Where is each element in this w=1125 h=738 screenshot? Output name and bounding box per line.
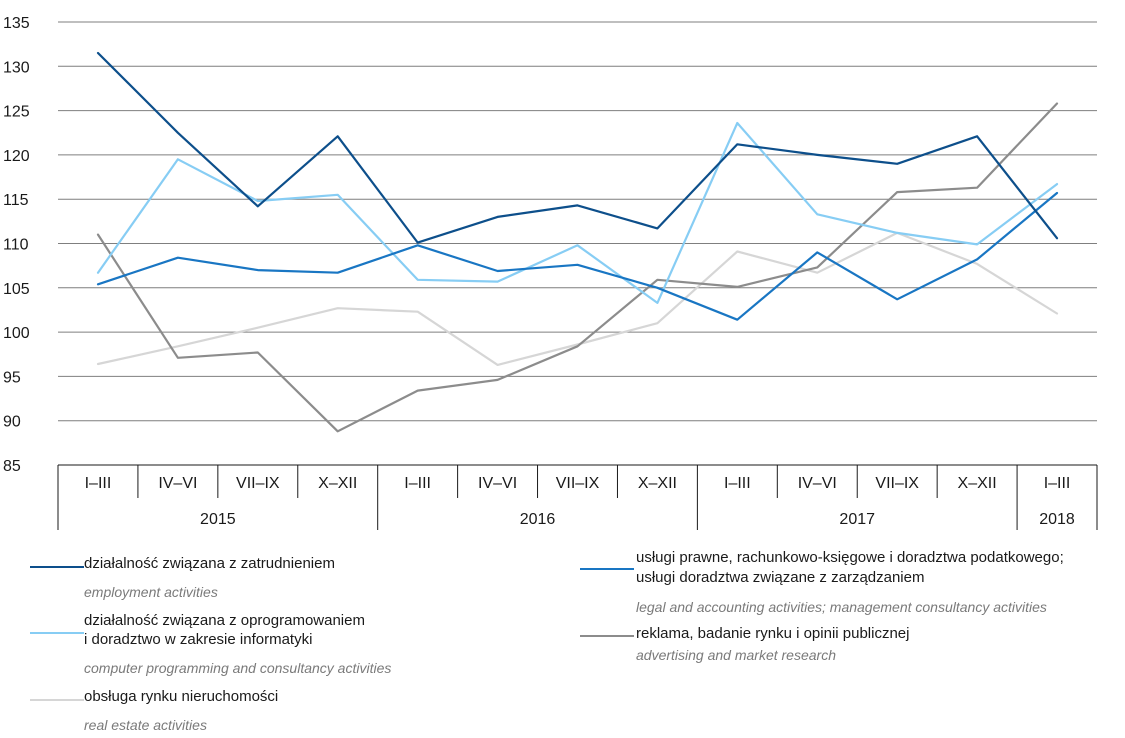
y-tick-label-85: 85 [3, 458, 21, 475]
legend-label-computer-line2: i doradztwo w zakresie informatyki [84, 631, 313, 648]
y-tick-label-110: 110 [3, 237, 29, 254]
y-axis: 85 90 95 100 105 110 115 120 125 130 135 [3, 15, 30, 475]
x-tick-label: I–III [85, 475, 112, 492]
legend-label-computer-en: computer programming and consultancy act… [84, 660, 392, 676]
legend-label-legal-line2: usługi doradztwa związane z zarządzaniem [636, 569, 925, 586]
year-label-2015: 2015 [200, 511, 236, 528]
series-line-computer [96, 121, 1059, 304]
y-tick-label-90: 90 [3, 414, 21, 431]
x-tick-label: I–III [724, 475, 751, 492]
legend-swatch-employment [30, 566, 84, 568]
legend-label-legal-en: legal and accounting activities; managem… [636, 599, 1047, 615]
legend-swatch-realestate [30, 699, 84, 701]
x-tick-label: VII–IX [875, 475, 919, 492]
x-tick-label: VII–IX [556, 475, 600, 492]
series-line-advertising [96, 102, 1059, 433]
x-tick-label: I–III [1044, 475, 1071, 492]
y-tick-label-95: 95 [3, 369, 21, 386]
x-tick-label: IV–VI [478, 475, 517, 492]
x-tick-label: IV–VI [158, 475, 197, 492]
x-tick-label: X–XII [638, 475, 677, 492]
series-line-employment [96, 51, 1059, 244]
legend-swatch-legal [580, 568, 634, 570]
legend-label-realestate: obsługa rynku nieruchomości [84, 688, 279, 705]
legend-label-advertising: reklama, badanie rynku i opinii publiczn… [636, 625, 910, 642]
x-axis: I–III IV–VI VII–IX X–XII I–III IV–VI VII–IX X–X… [57, 464, 1098, 530]
y-tick-label-120: 120 [3, 148, 30, 165]
x-tick-label: X–XII [318, 475, 357, 492]
legend-label-employment: działalność związana z zatrudnieniem [84, 555, 335, 572]
year-label-2017: 2017 [839, 511, 875, 528]
legend-swatch-computer [30, 632, 84, 634]
legend-label-realestate-en: real estate activities [84, 717, 207, 733]
gridlines [58, 21, 1097, 466]
y-tick-label-130: 130 [3, 59, 30, 76]
year-label-2018: 2018 [1039, 511, 1075, 528]
y-tick-label-100: 100 [3, 325, 30, 342]
y-tick-label-135: 135 [3, 15, 30, 32]
series-lines [96, 51, 1059, 433]
year-label-2016: 2016 [520, 511, 556, 528]
y-tick-label-125: 125 [3, 104, 30, 121]
legend-swatch-advertising [580, 635, 634, 637]
legend-label-computer-line1: działalność związana z oprogramowaniem [84, 612, 365, 629]
x-tick-label: X–XII [958, 475, 997, 492]
x-tick-label: IV–VI [798, 475, 837, 492]
y-tick-label-105: 105 [3, 281, 30, 298]
legend-label-advertising-en: advertising and market research [636, 647, 836, 663]
series-line-legal [96, 191, 1059, 321]
legend-label-employment-en: employment activities [84, 584, 218, 600]
legend-label-legal-line1: usługi prawne, rachunkowo-księgowe i dor… [636, 549, 1064, 566]
x-tick-label: I–III [404, 475, 431, 492]
y-tick-label-115: 115 [3, 192, 29, 209]
line-chart: 85 90 95 100 105 110 115 120 125 130 135 I–III IV–V… [3, 15, 1098, 530]
x-tick-label: VII–IX [236, 475, 280, 492]
